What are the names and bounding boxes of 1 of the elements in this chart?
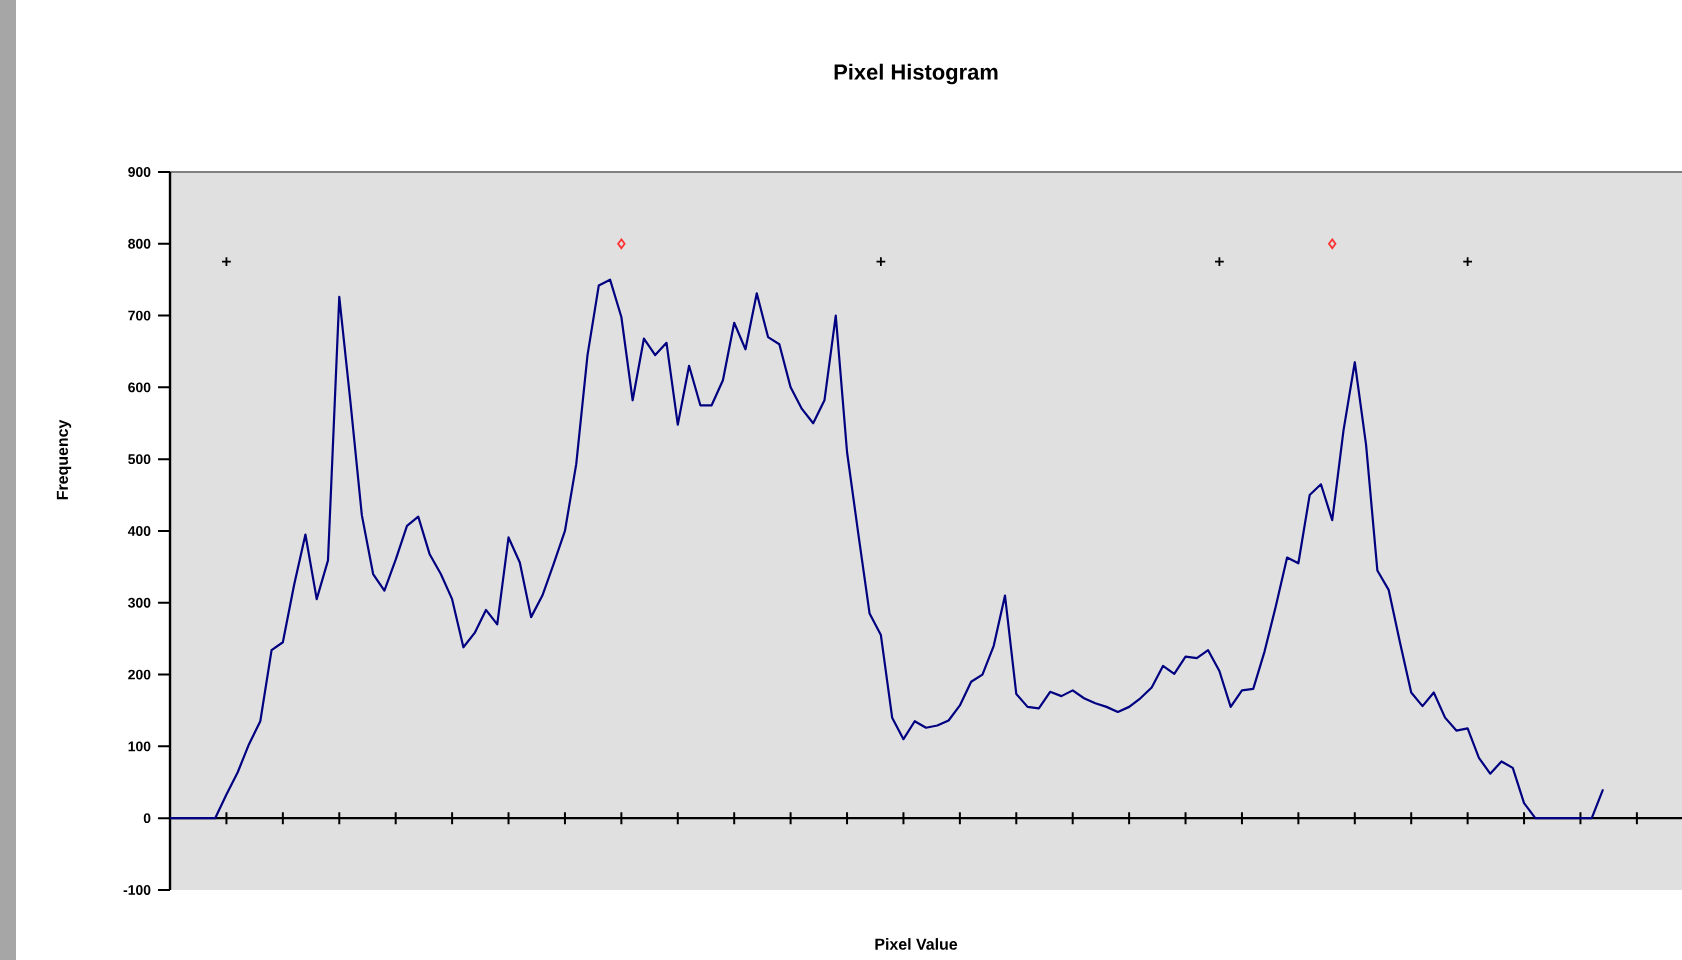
chart-title: Pixel Histogram xyxy=(834,63,998,85)
